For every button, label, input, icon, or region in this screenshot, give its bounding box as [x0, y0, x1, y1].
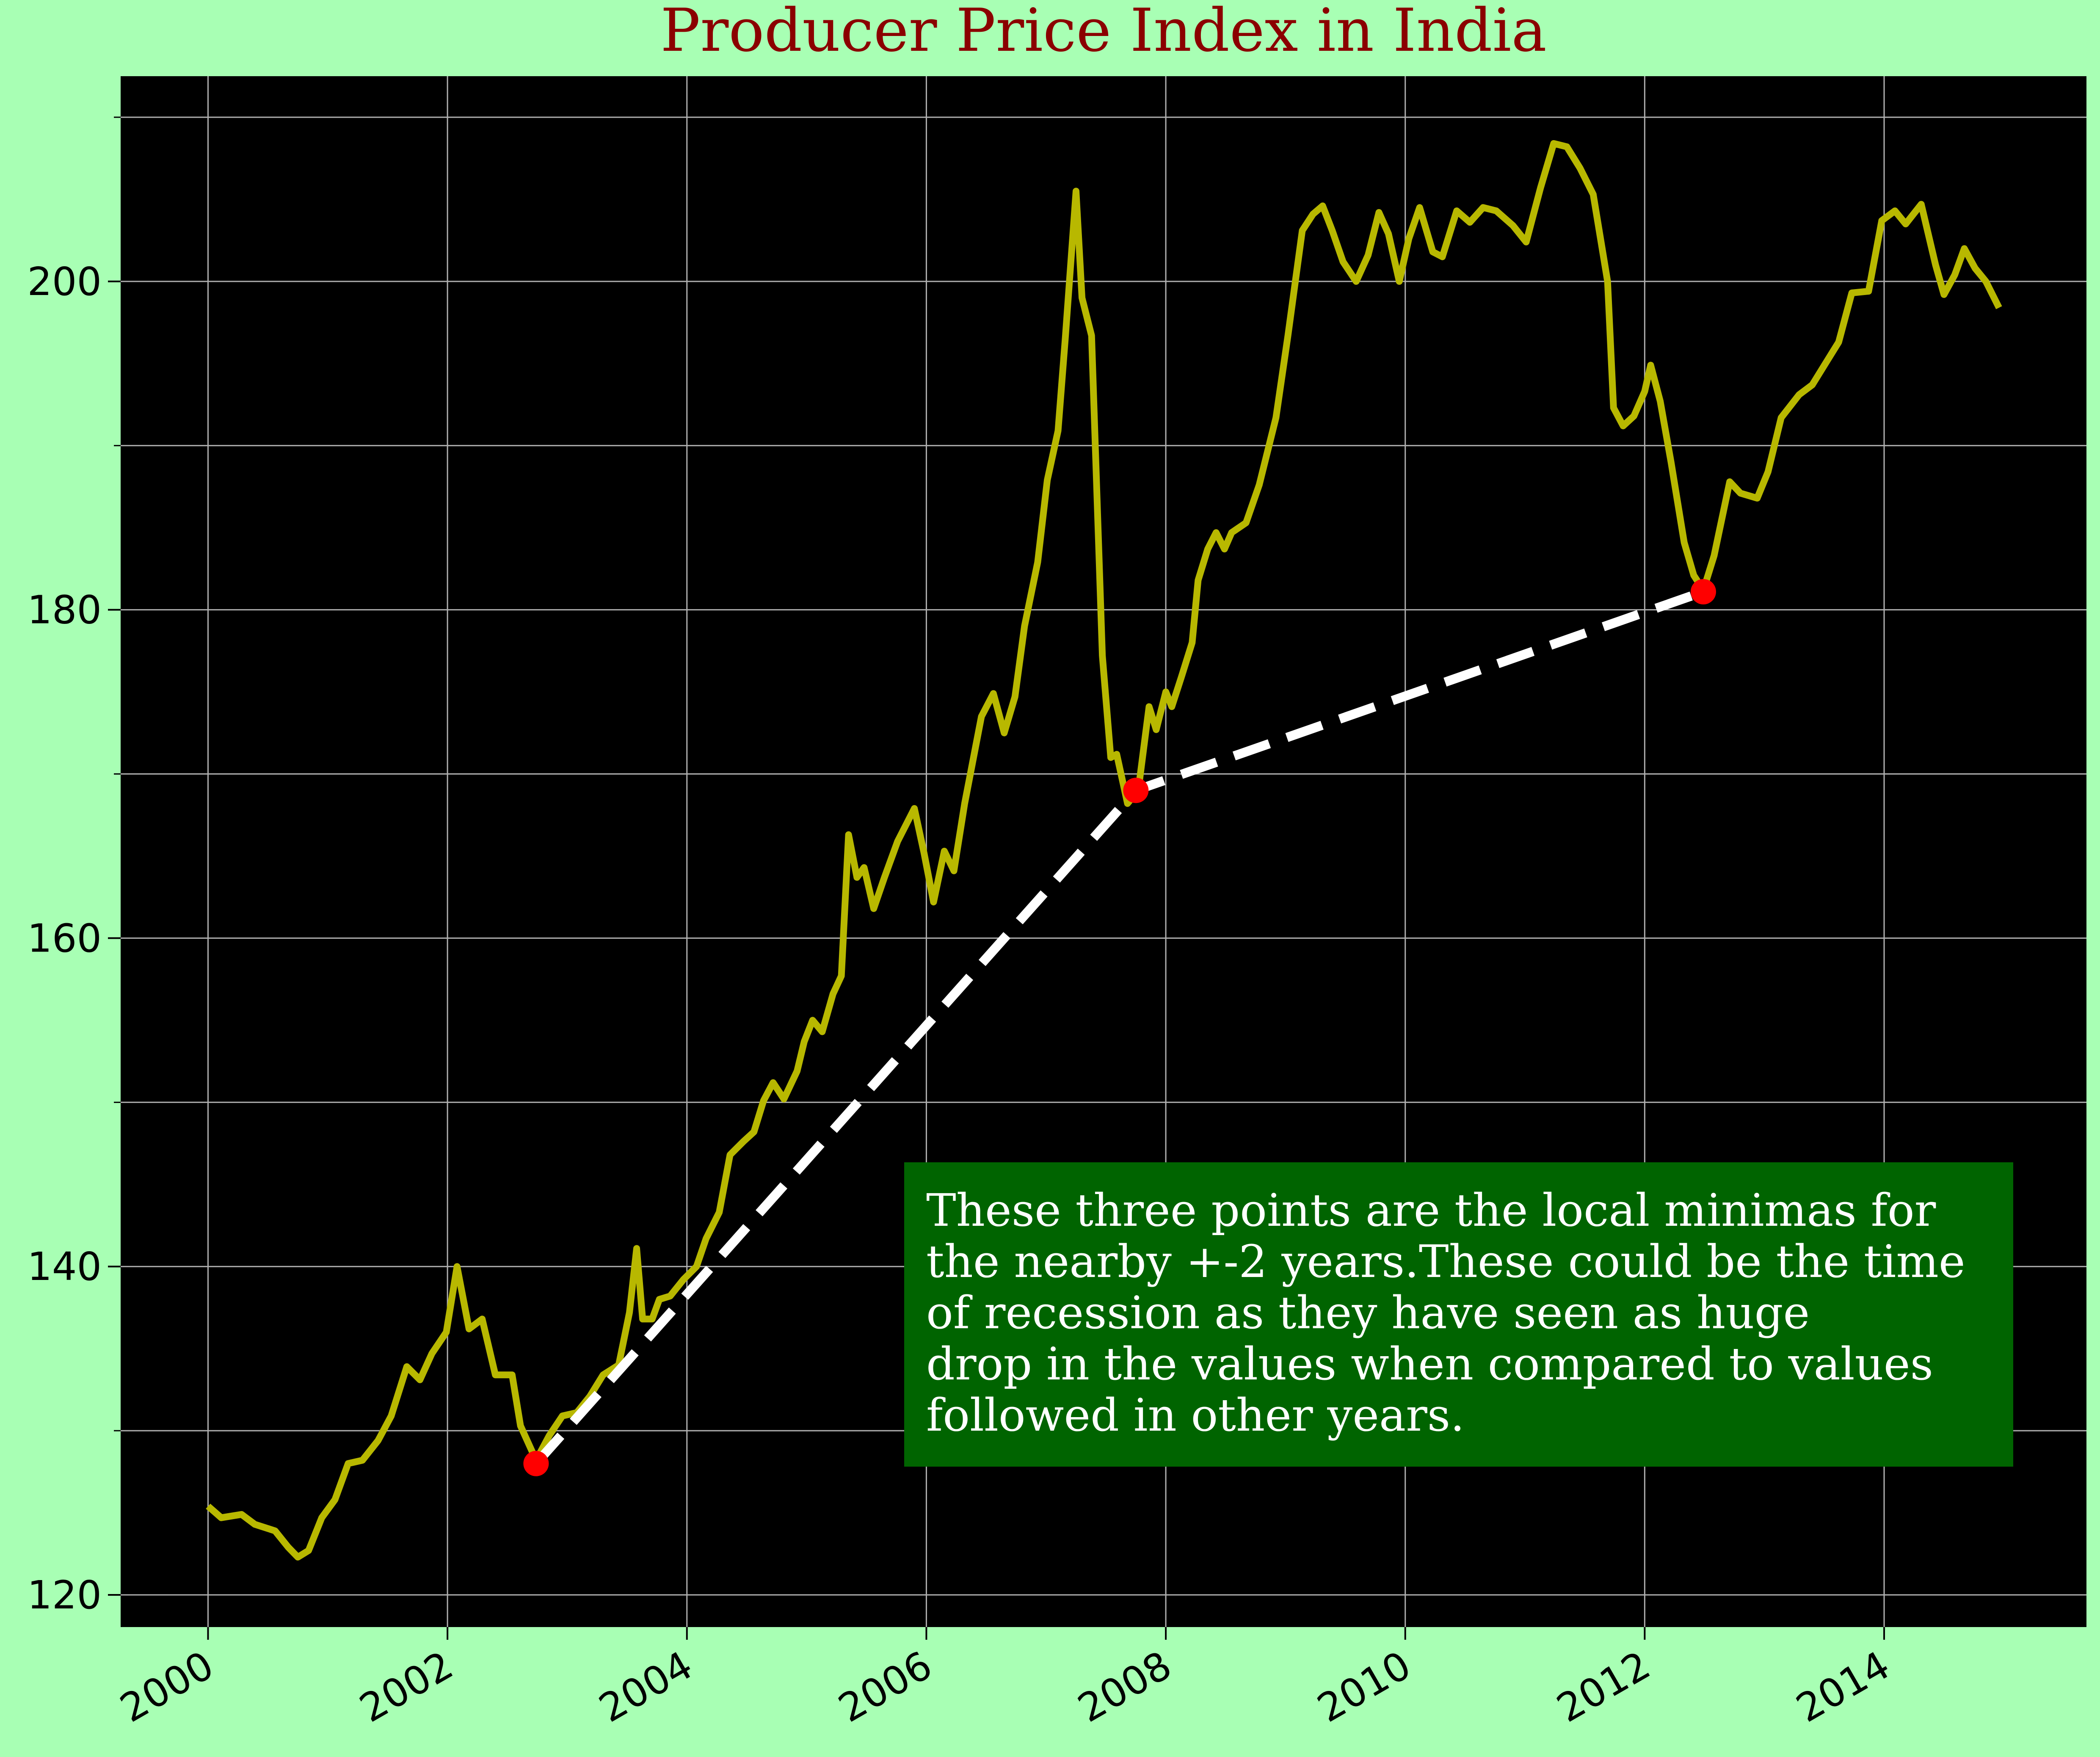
minimum-point — [1690, 579, 1716, 604]
minimum-point — [1123, 778, 1149, 803]
y-tick-label: 160 — [27, 916, 102, 961]
annotation-text: of recession as they have seen as huge — [926, 1287, 1810, 1339]
annotation-text: These three points are the local minimas… — [926, 1184, 1936, 1236]
y-tick-label: 120 — [27, 1572, 102, 1618]
annotation-text: drop in the values when compared to valu… — [926, 1338, 1933, 1390]
y-tick-label: 140 — [27, 1244, 102, 1289]
annotation-text: the nearby +-2 years.These could be the … — [926, 1236, 1965, 1288]
y-tick-label: 200 — [27, 259, 102, 304]
minimum-point — [523, 1451, 549, 1476]
annotation-text: followed in other years. — [926, 1389, 1465, 1441]
chart-title: Producer Price Index in India — [660, 0, 1547, 65]
y-tick-label: 180 — [27, 588, 102, 633]
annotation-box — [904, 1162, 2013, 1467]
line-series — [206, 140, 2002, 1561]
